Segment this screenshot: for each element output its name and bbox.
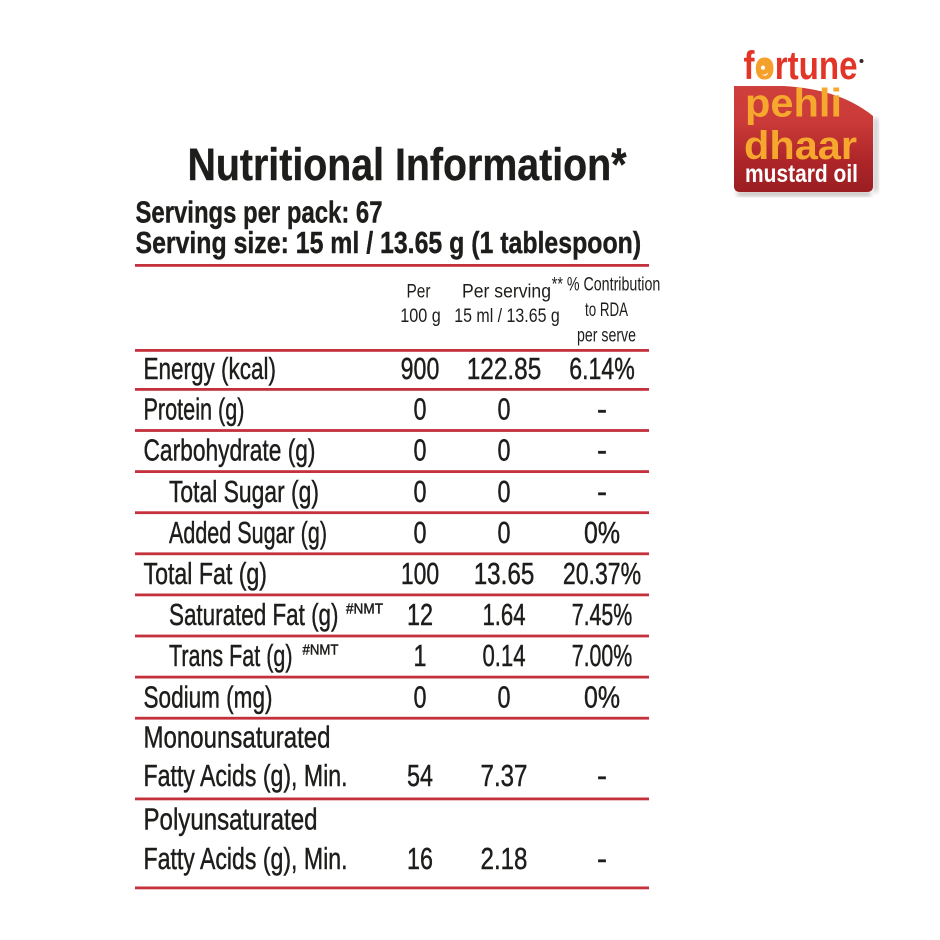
svg-text:7.45%: 7.45%	[572, 598, 633, 632]
svg-text:900: 900	[401, 352, 440, 386]
svg-text:Energy (kcal): Energy (kcal)	[144, 352, 277, 386]
svg-text:-: -	[597, 434, 607, 468]
svg-text:Monounsaturated: Monounsaturated	[144, 721, 331, 755]
svg-text:-: -	[597, 759, 607, 793]
svg-text:** % Contribution: ** % Contribution	[552, 273, 661, 295]
svg-text:0.14: 0.14	[482, 639, 525, 673]
svg-text:Per serving: Per serving	[462, 281, 551, 303]
svg-text:0: 0	[498, 516, 511, 550]
svg-text:0: 0	[498, 475, 511, 509]
svg-text:1.64: 1.64	[482, 598, 525, 632]
svg-text:Serving size: 15 ml / 13.65 g: Serving size: 15 ml / 13.65 g (1 tablesp…	[136, 225, 642, 260]
svg-text:2.18: 2.18	[481, 842, 528, 876]
svg-text:to RDA: to RDA	[585, 299, 628, 321]
svg-text:0: 0	[498, 680, 511, 714]
svg-text:7.00%: 7.00%	[572, 639, 633, 673]
svg-text:Sodium (mg): Sodium (mg)	[144, 680, 273, 714]
svg-text:Fatty Acids (g), Min.: Fatty Acids (g), Min.	[144, 759, 348, 793]
svg-text:0: 0	[414, 434, 427, 468]
svg-text:54: 54	[407, 759, 433, 793]
svg-text:0: 0	[414, 475, 427, 509]
svg-text:12: 12	[407, 598, 433, 632]
svg-text:1: 1	[414, 639, 427, 673]
svg-text:Protein (g): Protein (g)	[144, 393, 245, 427]
svg-text:#NMT: #NMT	[346, 601, 383, 617]
svg-text:Added Sugar (g): Added Sugar (g)	[169, 516, 327, 550]
svg-text:pehli: pehli	[745, 82, 842, 126]
svg-text:#NMT: #NMT	[303, 642, 339, 658]
svg-text:Saturated Fat (g): Saturated Fat (g)	[169, 598, 339, 632]
svg-text:20.37%: 20.37%	[563, 557, 641, 591]
svg-text:122.85: 122.85	[467, 352, 542, 386]
svg-text:Total Fat (g): Total Fat (g)	[144, 557, 268, 591]
svg-text:Carbohydrate (g): Carbohydrate (g)	[144, 434, 316, 468]
svg-text:Per: Per	[407, 281, 431, 303]
svg-text:16: 16	[407, 842, 433, 876]
svg-text:mustard oil: mustard oil	[745, 160, 858, 188]
svg-text:0: 0	[414, 680, 427, 714]
svg-text:0: 0	[414, 393, 427, 427]
svg-text:100: 100	[401, 557, 439, 591]
svg-text:0: 0	[414, 516, 427, 550]
svg-text:Fatty Acids (g), Min.: Fatty Acids (g), Min.	[144, 842, 348, 876]
svg-text:Servings per pack: 67: Servings per pack: 67	[136, 194, 383, 229]
svg-text:Nutritional Information*: Nutritional Information*	[188, 139, 627, 190]
svg-text:100 g: 100 g	[400, 305, 441, 327]
svg-text:Polyunsaturated: Polyunsaturated	[144, 803, 318, 837]
svg-text:0: 0	[498, 393, 511, 427]
svg-text:0%: 0%	[584, 516, 620, 550]
svg-text:Trans Fat (g): Trans Fat (g)	[169, 639, 293, 673]
svg-text:-: -	[597, 475, 607, 509]
svg-text:7.37: 7.37	[481, 759, 528, 793]
svg-text:dhaar: dhaar	[744, 124, 857, 168]
svg-text:6.14%: 6.14%	[569, 352, 635, 386]
svg-text:0: 0	[498, 434, 511, 468]
svg-text:15 ml / 13.65 g: 15 ml / 13.65 g	[454, 305, 560, 327]
svg-text:-: -	[597, 842, 607, 876]
svg-text:13.65: 13.65	[474, 557, 535, 591]
svg-text:0%: 0%	[584, 680, 620, 714]
svg-text:per serve: per serve	[577, 324, 636, 346]
svg-text:Total Sugar (g): Total Sugar (g)	[169, 475, 319, 509]
svg-text:-: -	[597, 393, 607, 427]
